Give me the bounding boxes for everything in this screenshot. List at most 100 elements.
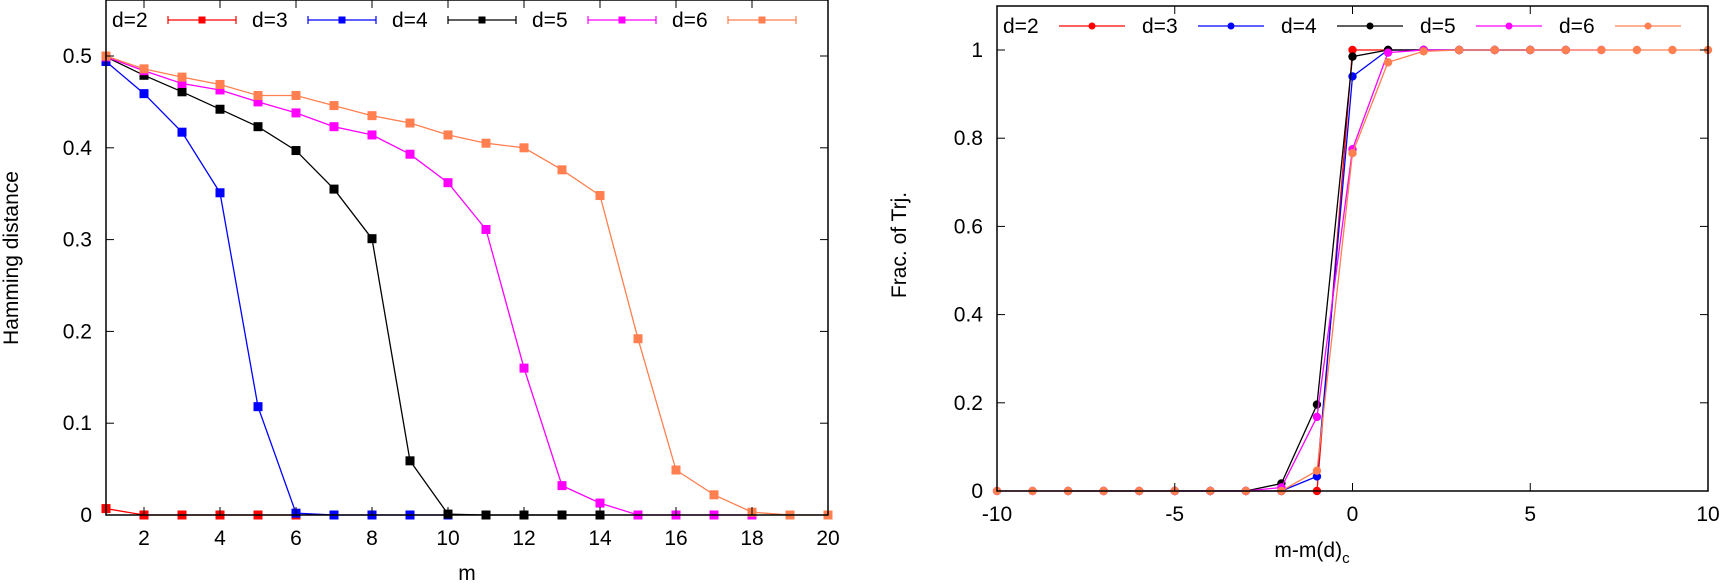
legend-marker-icon xyxy=(1227,22,1235,30)
x-tick-label: 2 xyxy=(138,527,150,550)
legend-marker-icon xyxy=(338,16,346,24)
y-tick-label: 0.5 xyxy=(63,45,92,68)
series-d-4 xyxy=(101,52,605,520)
legend-marker-icon xyxy=(478,16,486,24)
x-tick-label: 8 xyxy=(366,527,378,550)
legend-item-d-4: d=4 xyxy=(392,9,517,32)
data-point-marker xyxy=(177,127,187,137)
left-y-axis-label: Hamming distance xyxy=(0,171,23,345)
series-d-2 xyxy=(1277,45,1428,496)
legend-item-d-6: d=6 xyxy=(672,9,797,32)
y-tick-label: 0.2 xyxy=(954,392,983,415)
legend-label: d=2 xyxy=(1003,15,1039,38)
legend-label: d=5 xyxy=(1420,15,1456,38)
y-tick-label: 1 xyxy=(971,39,983,62)
data-point-marker xyxy=(443,178,453,188)
series-d-5 xyxy=(992,45,1606,496)
data-point-marker xyxy=(177,72,187,82)
data-point-marker xyxy=(709,490,719,500)
x-tick-label: 6 xyxy=(290,527,302,550)
legend-label: d=2 xyxy=(112,9,148,32)
legend-item-d-5: d=5 xyxy=(1420,15,1542,38)
right-chart-fraction-of-trajectories: -10 -5 0 5 10 0 0.2 0.4 0.6 0.8 1 d=2 d=3 d=4 d=5 d=6… xyxy=(888,5,1720,567)
data-point-marker xyxy=(253,402,263,412)
legend-item-d-2: d=2 xyxy=(1003,15,1125,38)
data-point-marker xyxy=(557,481,567,491)
data-point-marker xyxy=(253,97,263,107)
data-point-marker xyxy=(291,108,301,118)
series-d-3 xyxy=(1170,45,1535,496)
series-d-5 xyxy=(101,52,757,520)
legend-item-d-6: d=6 xyxy=(1559,15,1681,38)
data-point-marker xyxy=(291,146,301,156)
data-point-marker xyxy=(519,363,529,373)
legend-marker-icon xyxy=(618,16,626,24)
data-point-marker xyxy=(367,130,377,140)
y-tick-label: 0.2 xyxy=(63,320,92,343)
data-point-marker xyxy=(177,87,187,97)
data-point-marker xyxy=(1383,48,1393,57)
left-plot-frame xyxy=(105,0,829,516)
legend-marker-icon xyxy=(1366,22,1374,30)
data-point-marker xyxy=(329,184,339,194)
data-point-marker xyxy=(329,101,339,111)
data-point-marker xyxy=(1419,47,1428,56)
legend-marker-icon xyxy=(198,16,206,24)
right-plot-series xyxy=(992,45,1713,496)
data-point-marker xyxy=(595,498,605,508)
x-tick-label: 5 xyxy=(1524,503,1536,526)
x-tick-label: -5 xyxy=(1165,503,1184,526)
legend-marker-icon xyxy=(758,16,766,24)
y-tick-label: 0 xyxy=(80,504,92,527)
legend-label: d=6 xyxy=(672,9,708,32)
legend-label: d=4 xyxy=(1281,15,1317,38)
x-tick-label: 12 xyxy=(512,527,535,550)
data-point-marker xyxy=(367,234,377,244)
x-tick-label: 4 xyxy=(214,527,226,550)
data-point-marker xyxy=(481,138,491,148)
x-tick-label: 16 xyxy=(664,527,687,550)
data-point-marker xyxy=(1348,148,1357,158)
right-legend: d=2 d=3 d=4 d=5 d=6 xyxy=(1003,15,1681,38)
legend-marker-icon xyxy=(1088,22,1096,30)
data-point-marker xyxy=(1632,45,1642,55)
data-point-marker xyxy=(139,89,149,99)
series-d-6 xyxy=(992,45,1713,496)
data-point-marker xyxy=(1454,45,1464,55)
data-point-marker xyxy=(139,64,149,74)
legend-marker-icon xyxy=(1505,22,1513,30)
data-point-marker xyxy=(291,90,301,100)
data-point-marker xyxy=(1348,52,1357,61)
left-plot-series xyxy=(101,51,833,520)
legend-item-d-3: d=3 xyxy=(252,9,377,32)
right-x-axis-label: m-m(d)c xyxy=(1274,539,1350,567)
legend-label: d=4 xyxy=(392,9,428,32)
x-tick-label: 0 xyxy=(1347,503,1359,526)
data-point-marker xyxy=(215,188,225,198)
data-point-marker xyxy=(595,191,605,201)
data-point-marker xyxy=(671,465,681,475)
x-tick-label: 10 xyxy=(436,527,459,550)
series-d-6 xyxy=(101,51,833,520)
y-tick-label: 0.8 xyxy=(954,127,983,150)
data-point-marker xyxy=(329,122,339,132)
data-point-marker xyxy=(215,79,225,89)
data-point-marker xyxy=(1312,400,1322,409)
data-point-marker xyxy=(1312,412,1322,422)
data-point-marker xyxy=(1561,45,1571,55)
right-y-axis-ticks: 0 0.2 0.4 0.6 0.8 1 xyxy=(954,39,1708,503)
data-point-marker xyxy=(177,79,187,89)
left-x-axis-ticks: 2 4 6 8 10 12 14 16 18 20 xyxy=(138,0,840,550)
data-point-marker xyxy=(1490,45,1499,55)
data-point-marker xyxy=(1312,466,1322,475)
data-point-marker xyxy=(215,85,225,95)
data-point-marker xyxy=(215,104,225,114)
legend-item-d-4: d=4 xyxy=(1281,15,1403,38)
x-tick-label: 18 xyxy=(740,527,763,550)
legend-item-d-5: d=5 xyxy=(532,9,657,32)
y-tick-label: 0.4 xyxy=(63,137,93,160)
left-x-axis-label: m xyxy=(458,562,476,585)
x-tick-label: 14 xyxy=(588,527,612,550)
y-tick-label: 0 xyxy=(971,480,983,503)
data-point-marker xyxy=(405,149,415,159)
